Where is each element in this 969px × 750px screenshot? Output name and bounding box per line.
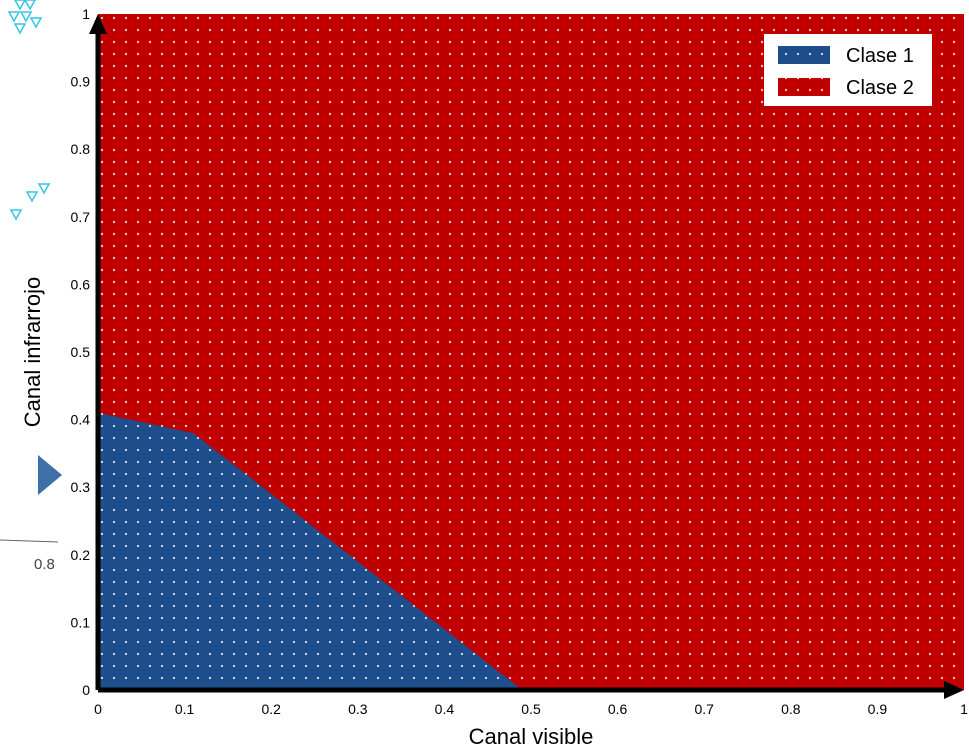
legend-label-clase-1: Clase 1	[846, 45, 914, 67]
triangle-marker	[24, 0, 36, 11]
x-tick-label: 0.9	[868, 701, 888, 717]
y-tick-label: 0.5	[71, 344, 91, 360]
x-axis-arrowhead	[944, 681, 964, 699]
y-tick-label: 0	[82, 682, 90, 698]
triangle-marker	[29, 17, 43, 29]
y-tick-label: 0.6	[71, 276, 91, 292]
triangle-marker	[37, 183, 51, 195]
x-tick-label: 0.8	[781, 701, 801, 717]
legend: Clase 1 Clase 2	[764, 34, 932, 106]
background-fragment: 0.8	[0, 0, 62, 573]
x-tick-labels: 0 0.1 0.2 0.3 0.4 0.5 0.6 0.7 0.8 0.9 1	[94, 701, 968, 717]
y-tick-labels: 0 0.1 0.2 0.3 0.4 0.5 0.6 0.7 0.8 0.9 1	[71, 6, 91, 698]
triangle-marker	[13, 23, 27, 35]
legend-entry-clase-2: Clase 2	[778, 77, 914, 99]
x-axis-title: Canal visible	[469, 724, 594, 749]
x-tick-label: 1	[960, 701, 968, 717]
triangle-markers	[7, 0, 51, 221]
triangle-marker	[25, 191, 39, 203]
region-clase-1-dot-texture	[98, 412, 523, 690]
y-tick-label: 0.8	[71, 141, 91, 157]
y-tick-label: 0.7	[71, 209, 91, 225]
y-tick-label: 0.3	[71, 479, 91, 495]
y-axis-title: Canal infrarrojo	[20, 277, 45, 427]
legend-entry-clase-1: Clase 1	[778, 45, 914, 67]
y-tick-label: 0.4	[71, 412, 91, 428]
arrow-shape	[38, 455, 62, 495]
legend-swatch-texture	[778, 78, 830, 96]
y-tick-label: 0.1	[71, 614, 91, 630]
x-tick-label: 0.5	[521, 701, 541, 717]
triangle-marker	[19, 11, 33, 23]
x-tick-label: 0.4	[435, 701, 455, 717]
fragment-axis-line	[0, 539, 59, 543]
legend-label-clase-2: Clase 2	[846, 77, 914, 99]
x-tick-label: 0.3	[348, 701, 368, 717]
triangle-marker	[7, 11, 21, 23]
y-tick-label: 0.2	[71, 547, 91, 563]
x-tick-label: 0	[94, 701, 102, 717]
triangle-marker	[14, 0, 26, 11]
x-tick-label: 0.1	[175, 701, 195, 717]
x-tick-label: 0.7	[694, 701, 714, 717]
x-tick-label: 0.2	[261, 701, 281, 717]
axes	[89, 14, 964, 699]
fragment-tick-label: 0.8	[34, 556, 55, 573]
y-tick-label: 0.9	[71, 74, 91, 90]
legend-swatch-texture	[778, 46, 830, 64]
x-tick-label: 0.6	[608, 701, 628, 717]
y-axis-arrowhead	[89, 14, 107, 34]
triangle-marker	[9, 209, 23, 221]
y-tick-label: 1	[82, 6, 90, 22]
plot-area	[98, 14, 964, 690]
